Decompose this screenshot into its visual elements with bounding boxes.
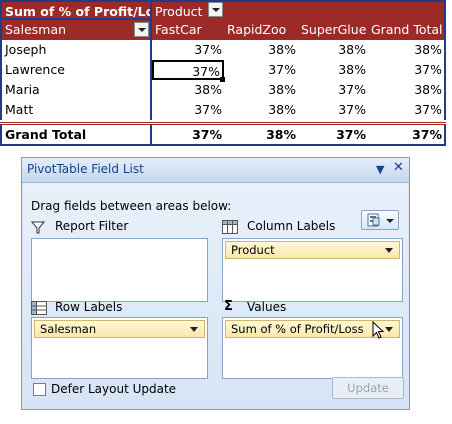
data-field-header[interactable]: Sum of % of Profit/Loss [0,0,152,20]
table-row: Maria 38% 38% 37% 38% [0,80,446,100]
column-header-superglue[interactable]: SuperGlue [298,20,368,40]
value-cell[interactable]: 37% [338,82,366,97]
pane-options-dropdown-icon[interactable]: ▼ [376,163,385,176]
total-separator [0,122,446,125]
column-header-rapidzoo[interactable]: RapidZoo [224,20,298,40]
row-field-label: Salesman [5,22,67,37]
row-label[interactable]: Matt [0,100,152,120]
column-field-name: Product [231,243,275,257]
column-header-fastcar[interactable]: FastCar [152,20,224,40]
value-cell[interactable]: 38% [268,102,296,117]
column-labels-area[interactable]: Product [222,238,403,302]
grand-total-label[interactable]: Grand Total [0,125,152,146]
grand-total-cell[interactable]: 37% [152,125,224,146]
value-cell[interactable]: 37% [194,42,222,57]
report-filter-label: Report Filter [55,219,129,233]
table-row: Joseph 37% 38% 38% 38% [0,40,446,60]
row-label[interactable]: Maria [0,80,152,100]
pivot-table: Sum of % of Profit/Loss Product Salesman… [0,0,446,148]
value-cell[interactable]: 38% [338,42,366,57]
column-field-label: Product [155,4,203,19]
row-field-header[interactable]: Salesman [0,20,152,40]
pivot-header-row-1: Sum of % of Profit/Loss Product [0,0,446,20]
grand-total-cell[interactable]: 38% [224,125,298,146]
chevron-down-icon[interactable] [385,327,393,332]
mouse-cursor-icon [372,321,385,339]
value-cell[interactable]: 38% [368,80,446,100]
value-cell[interactable]: 37% [338,102,366,117]
value-cell[interactable]: 37% [368,100,446,120]
field-list-title-bar[interactable]: PivotTable Field List ▼ ✕ [22,158,409,183]
defer-layout-update-label: Defer Layout Update [51,382,177,396]
row-field-filter-dropdown-icon[interactable] [134,22,149,37]
fill-handle[interactable] [220,77,225,82]
defer-layout-update-checkbox[interactable] [33,383,46,396]
column-header-grand-total[interactable]: Grand Total [368,20,446,40]
update-button[interactable]: Update [332,377,404,399]
value-cell[interactable]: 37% [368,60,446,80]
value-field-pill[interactable]: Sum of % of Profit/Loss [225,320,400,338]
table-row: Lawrence 37% 37% 38% 37% [0,60,446,82]
values-area[interactable]: Sum of % of Profit/Loss [222,317,403,379]
column-field-filter-dropdown-icon[interactable] [208,2,223,17]
pivot-header-row-2: Salesman FastCar RapidZoo SuperGlue Gran… [0,20,446,40]
active-cell[interactable]: 37% [152,60,224,80]
values-label: Values [247,300,287,314]
grand-total-cell[interactable]: 37% [298,125,368,146]
row-field-pill[interactable]: Salesman [34,320,205,338]
value-cell[interactable]: 38% [368,40,446,60]
drag-instruction: Drag fields between areas below: [31,199,232,213]
value-cell[interactable]: 38% [338,62,366,77]
chevron-down-icon[interactable] [385,248,393,253]
row-field-name: Salesman [40,322,97,336]
sigma-icon: Σ [224,299,233,314]
filter-icon [31,221,45,234]
close-icon[interactable]: ✕ [393,160,404,175]
column-field-header[interactable]: Product [152,0,446,20]
field-list-title: PivotTable Field List [27,162,144,176]
grand-total-row: Grand Total 37% 38% 37% 37% [0,122,446,146]
field-list-body: Drag fields between areas below: Report … [23,183,408,409]
grand-total-cell[interactable]: 37% [368,125,446,146]
value-cell[interactable]: 37% [268,62,296,77]
row-labels-icon [31,301,47,315]
column-field-pill[interactable]: Product [225,241,400,259]
row-labels-label: Row Labels [55,300,123,314]
pivottable-field-list-pane: PivotTable Field List ▼ ✕ Drag fields be… [21,157,410,410]
column-labels-icon [222,220,238,234]
row-label[interactable]: Lawrence [0,60,152,80]
layout-options-button[interactable] [361,210,399,230]
table-row: Matt 37% 38% 37% 37% [0,100,446,120]
field-list-layout-icon [367,213,394,227]
row-labels-area[interactable]: Salesman [31,317,208,379]
value-cell[interactable]: 38% [268,42,296,57]
row-label[interactable]: Joseph [0,40,152,60]
chevron-down-icon[interactable] [190,327,198,332]
column-labels-label: Column Labels [247,219,336,233]
value-cell[interactable]: 38% [194,82,222,97]
value-cell[interactable]: 37% [194,102,222,117]
report-filter-area[interactable] [31,238,208,302]
value-cell[interactable]: 38% [268,82,296,97]
value-field-name: Sum of % of Profit/Loss [231,322,364,336]
